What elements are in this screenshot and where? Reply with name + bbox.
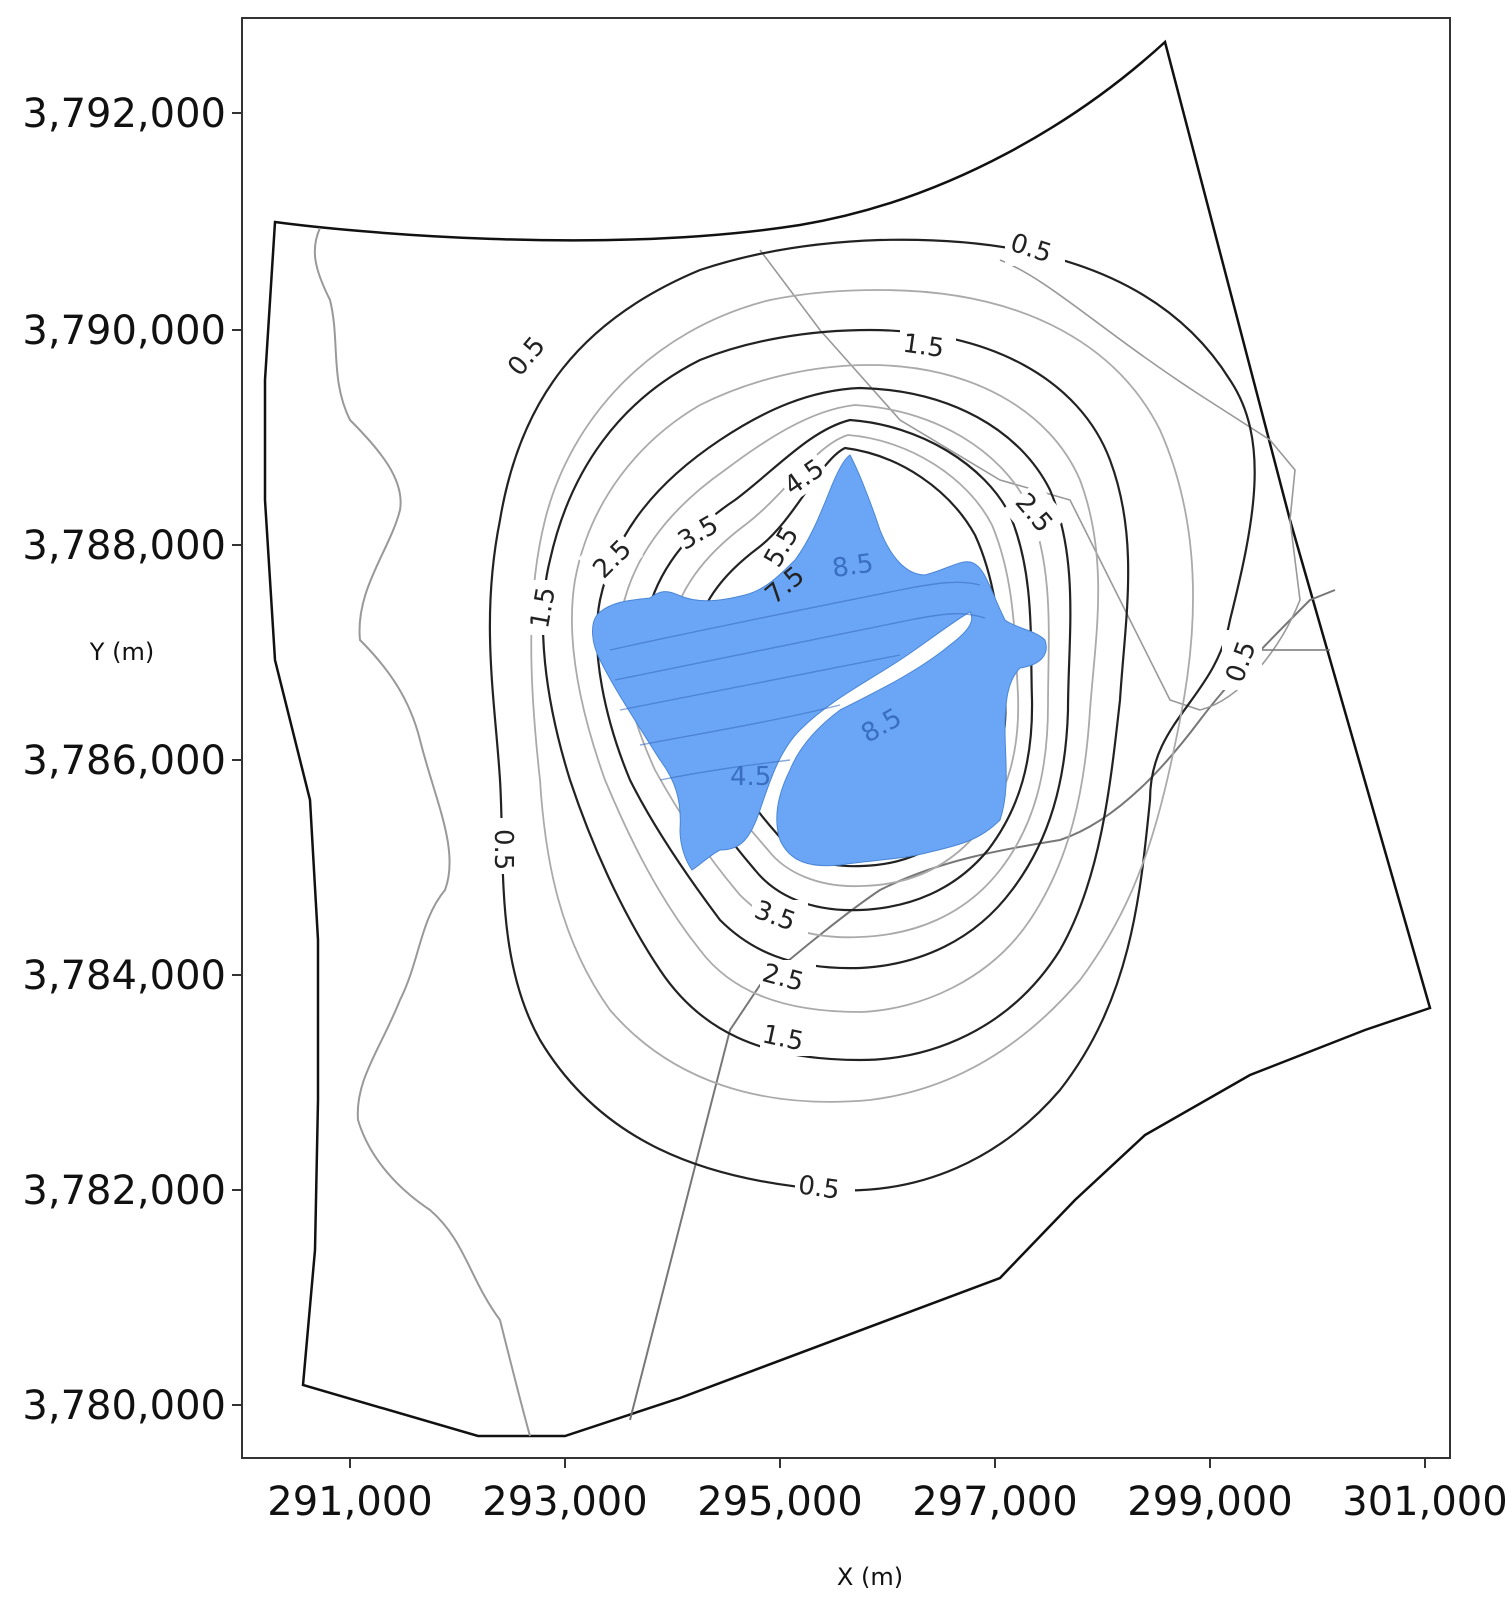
contour-label: 1.5 (901, 329, 946, 364)
y-tick-label: 3,788,000 (22, 523, 226, 569)
y-tick-label: 3,784,000 (22, 953, 226, 999)
y-tick-labels: 3,792,000 3,790,000 3,788,000 3,786,000 … (22, 91, 226, 1429)
y-tick-label: 3,782,000 (22, 1168, 226, 1214)
y-tick-label: 3,792,000 (22, 91, 226, 137)
contour-label: 0.5 (488, 829, 518, 870)
lake-internal-contours (609, 581, 986, 781)
domain-boundary (263, 39, 1432, 1438)
lake-label: 8.5 (830, 549, 875, 584)
y-tick-label: 3,790,000 (22, 308, 226, 354)
y-axis-title: Y (m) (89, 638, 154, 666)
y-tick-label: 3,786,000 (22, 738, 226, 784)
stream-line-west (313, 227, 531, 1437)
lake-label: 4.5 (730, 762, 771, 792)
x-tick-labels: 291,000 293,000 295,000 297,000 299,000 … (267, 1479, 1507, 1525)
x-axis (349, 1458, 1426, 1468)
contour-label: 0.5 (796, 1170, 841, 1205)
x-tick-label: 297,000 (912, 1479, 1077, 1525)
y-tick-label: 3,780,000 (22, 1383, 226, 1429)
x-tick-label: 293,000 (482, 1479, 647, 1525)
x-axis-title: X (m) (837, 1563, 903, 1591)
x-tick-label: 295,000 (697, 1479, 862, 1525)
contour-label: 1.5 (525, 585, 562, 631)
contour-3-5 (642, 418, 1034, 912)
x-tick-label: 291,000 (267, 1479, 432, 1525)
x-tick-label: 301,000 (1342, 1479, 1507, 1525)
road-line-north (759, 249, 1301, 711)
y-axis (232, 112, 242, 1406)
lake-polygon (592, 454, 1047, 871)
x-tick-label: 299,000 (1127, 1479, 1292, 1525)
